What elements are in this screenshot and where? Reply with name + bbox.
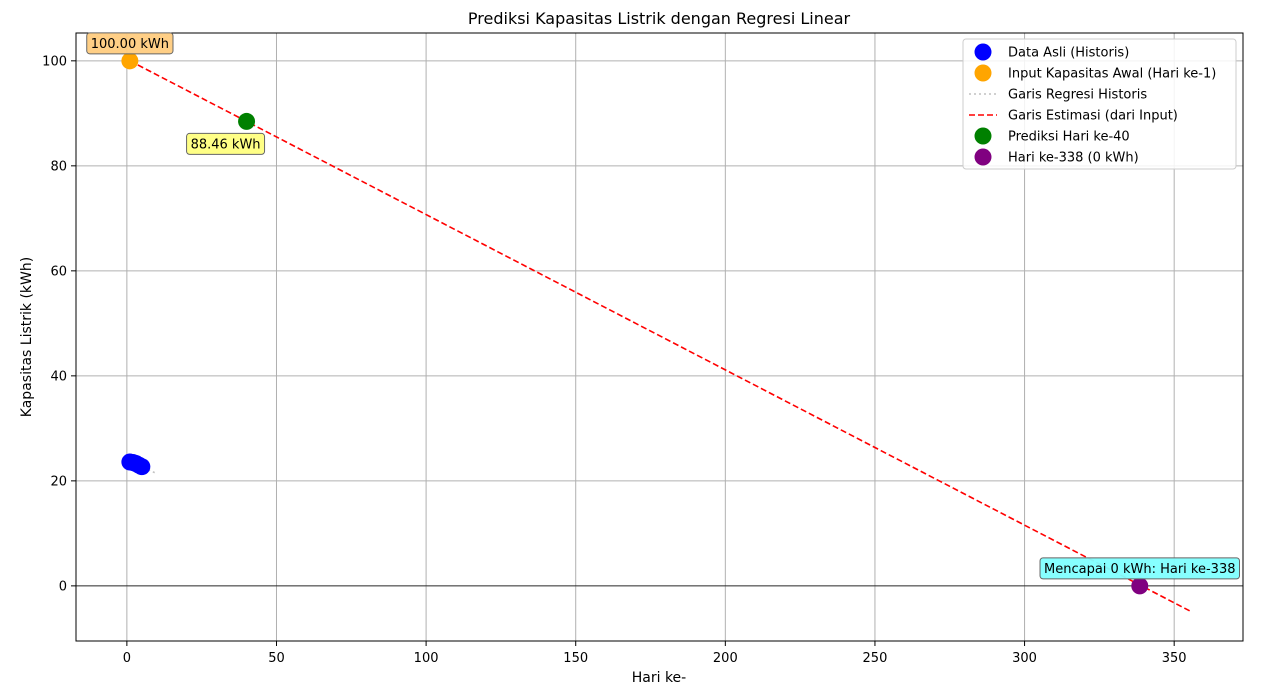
x-tick-label: 50 (268, 651, 285, 666)
y-tick-label: 0 (59, 579, 67, 594)
annotation-box (1039, 557, 1240, 580)
y-tick-label: 100 (42, 54, 67, 69)
annotation-mencapai-0-kwh-hari-ke-338: Mencapai 0 kWh: Hari ke-338 (1039, 557, 1240, 580)
legend: Data Asli (Historis) Input Kapasitas Awal… (962, 38, 1237, 170)
x-tick-label: 350 (1162, 651, 1187, 666)
legend-item-garis-estimasi-dari-input: Garis Estimasi (dari Input) (969, 109, 1178, 124)
legend-label: Data Asli (Historis) (1008, 46, 1129, 61)
y-tick-label: 20 (50, 474, 67, 489)
legend-label: Prediksi Hari ke-40 (1008, 130, 1130, 145)
annotation-box (86, 32, 174, 55)
legend-label: Hari ke-338 (0 kWh) (1008, 151, 1139, 166)
plot-area (121, 52, 1193, 613)
legend-marker (974, 64, 992, 82)
y-tick-label: 60 (50, 264, 67, 279)
x-tick-label: 0 (123, 651, 131, 666)
legend-item-prediksi-hari-ke-40: Prediksi Hari ke-40 (974, 127, 1130, 145)
legend-marker (974, 43, 992, 61)
legend-item-data-asli-historis: Data Asli (Historis) (974, 43, 1129, 61)
y-tick-label: 80 (50, 159, 67, 174)
y-tick-label: 40 (50, 369, 67, 384)
axis-ticks: 0 50 100 150 200 250 300 350 0 20 40 60 80 100 (42, 54, 1186, 666)
data-point-hari-ke-338-0-kwh (1131, 577, 1149, 595)
legend-item-input-kapasitas-awal-hari-ke-1: Input Kapasitas Awal (Hari ke-1) (974, 64, 1216, 82)
series-line-garis-estimasi-dari-input (129, 60, 1193, 613)
legend-label: Garis Regresi Historis (1008, 88, 1147, 103)
x-tick-label: 150 (563, 651, 588, 666)
data-point-input-kapasitas-awal-hari-ke-1 (121, 52, 139, 70)
legend-box (962, 38, 1237, 170)
annotation-label: Mencapai 0 kWh: Hari ke-338 (1044, 562, 1235, 577)
annotations: 100.00 kWh 88.46 kWh Mencapai 0 kWh: Hari … (86, 32, 1240, 580)
legend-marker (974, 148, 992, 166)
x-axis-label: Hari ke- (632, 670, 686, 686)
legend-item-garis-regresi-historis: Garis Regresi Historis (969, 88, 1147, 103)
legend-label: Input Kapasitas Awal (Hari ke-1) (1008, 67, 1216, 82)
chart-title: Prediksi Kapasitas Listrik dengan Regres… (468, 9, 851, 28)
annotation-100-00-kwh: 100.00 kWh (86, 32, 174, 55)
annotation-label: 88.46 kWh (191, 137, 261, 152)
x-tick-label: 300 (1012, 651, 1037, 666)
annotation-label: 100.00 kWh (91, 37, 169, 52)
annotation-88-46-kwh: 88.46 kWh (186, 132, 266, 155)
x-tick-label: 100 (414, 651, 439, 666)
data-point-prediksi-hari-ke-40 (238, 112, 256, 130)
plot-frame (75, 32, 1244, 642)
x-tick-label: 200 (713, 651, 738, 666)
legend-marker (974, 127, 992, 145)
legend-label: Garis Estimasi (dari Input) (1008, 109, 1178, 124)
x-tick-label: 250 (863, 651, 888, 666)
data-point-data-asli-historis (133, 458, 151, 476)
annotation-box (186, 132, 266, 155)
legend-item-hari-ke-338-0-kwh: Hari ke-338 (0 kWh) (974, 148, 1139, 166)
y-axis-label: Kapasitas Listrik (kWh) (19, 257, 35, 417)
